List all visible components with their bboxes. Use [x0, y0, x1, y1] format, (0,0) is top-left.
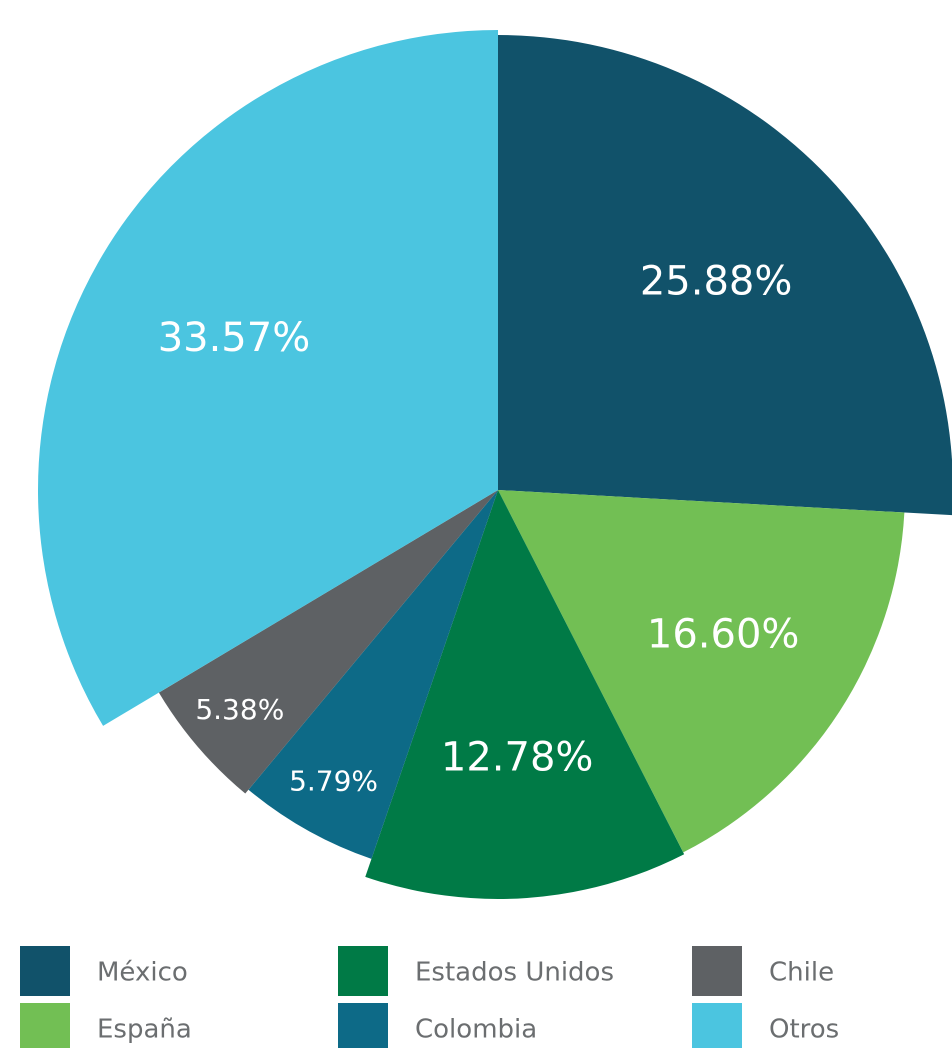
pie-slice [498, 35, 952, 516]
legend-swatch [20, 1003, 70, 1048]
slice-label: 5.38% [195, 693, 284, 726]
legend-swatch [338, 946, 388, 996]
slice-label: 33.57% [158, 315, 311, 361]
pie-slice [498, 490, 905, 853]
legend-swatch [20, 946, 70, 996]
legend-label: Otros [769, 1015, 839, 1045]
pie-slice [38, 30, 499, 726]
pie-slice [248, 490, 498, 859]
legend-label: Chile [769, 958, 834, 988]
pie-slice [365, 490, 685, 899]
legend-label: España [97, 1015, 192, 1045]
slice-label: 5.79% [289, 764, 378, 797]
slice-label: 16.60% [647, 611, 800, 657]
legend-swatch [692, 1003, 742, 1048]
legend-label: Estados Unidos [415, 958, 614, 988]
legend-label: México [97, 958, 188, 988]
slice-label: 12.78% [441, 734, 594, 780]
pie-slice [158, 490, 499, 794]
legend-label: Colombia [415, 1015, 537, 1045]
slice-label: 25.88% [640, 259, 793, 305]
legend-swatch [338, 1003, 388, 1048]
legend-swatch [692, 946, 742, 996]
